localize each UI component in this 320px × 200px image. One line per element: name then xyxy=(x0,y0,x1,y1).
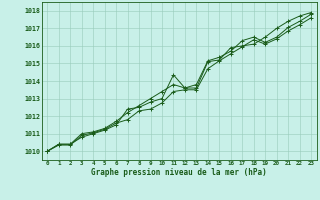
X-axis label: Graphe pression niveau de la mer (hPa): Graphe pression niveau de la mer (hPa) xyxy=(91,168,267,177)
